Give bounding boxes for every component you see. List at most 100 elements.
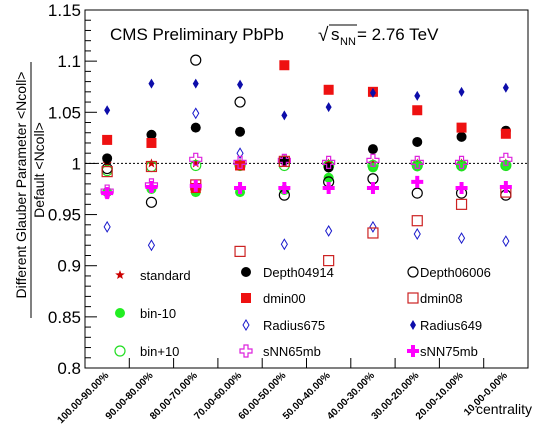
point-snn75mb (455, 181, 468, 194)
chart-title: CMS Preliminary PbPb (110, 25, 284, 44)
y-tick-label: 0.95 (48, 206, 81, 225)
point-bin-10 (367, 159, 379, 172)
legend-marker-bin-10 (115, 308, 125, 318)
point-radius675 (457, 232, 466, 245)
legend-marker-dmin08 (407, 292, 419, 304)
point-radius675 (369, 220, 377, 233)
y-tick-label: 1.1 (57, 52, 81, 71)
point-radius675 (413, 228, 421, 240)
legend-label-dmin00: dmin00 (263, 291, 306, 306)
legend-label-snn75mb: sNN75mb (420, 344, 478, 359)
point-radius675 (236, 147, 244, 160)
point-depth04914 (235, 126, 246, 137)
y-tick-label: 1.15 (48, 1, 81, 20)
point-depth04914 (367, 144, 378, 155)
legend-marker-standard (115, 270, 125, 279)
point-radius649 (148, 78, 155, 89)
x-axis-label: centrality (476, 401, 532, 417)
point-snn65mb (322, 155, 336, 170)
legend-label-bin-10: bin+10 (140, 344, 179, 359)
y-tick-label: 0.85 (48, 308, 81, 327)
point-snn75mb (278, 181, 291, 194)
point-radius649 (369, 87, 376, 98)
point-snn75mb (189, 179, 202, 192)
point-radius675 (103, 220, 111, 233)
point-depth06006 (234, 96, 246, 108)
legend-marker-radius649 (410, 320, 416, 330)
point-snn65mb (233, 155, 247, 170)
point-radius649 (104, 105, 111, 116)
point-dmin00 (323, 84, 334, 95)
point-dmin00 (500, 128, 511, 139)
point-dmin08 (411, 215, 423, 227)
point-dmin08 (323, 255, 335, 267)
point-radius675 (502, 235, 510, 248)
point-depth04914 (412, 136, 423, 147)
y-tick-label: 1.05 (48, 103, 81, 122)
point-snn75mb (101, 187, 114, 200)
point-dmin08 (101, 166, 113, 178)
legend-marker-radius675 (242, 319, 250, 331)
y-tick-label: 0.8 (57, 359, 81, 378)
point-snn65mb (189, 152, 203, 166)
legend-label-snn65mb: sNN65mb (263, 344, 321, 359)
data-points (100, 54, 513, 267)
point-dmin00 (235, 160, 246, 171)
point-depth04914 (456, 131, 467, 142)
energy-label-sqrt: √ (318, 25, 329, 46)
point-depth04914 (102, 153, 113, 164)
point-radius675 (147, 239, 156, 252)
point-standard (146, 158, 157, 168)
point-radius649 (458, 86, 465, 97)
point-radius675 (325, 224, 333, 237)
point-dmin00 (279, 60, 290, 71)
energy-label-value: = 2.76 TeV (357, 25, 439, 44)
point-bin-10 (500, 159, 512, 172)
point-depth06006 (145, 196, 158, 208)
y-axis-label-bottom: Default <Ncoll> (31, 122, 47, 218)
legend-label-standard: standard (140, 268, 191, 283)
point-dmin08 (234, 245, 246, 257)
point-bin-10 (455, 159, 468, 172)
point-bin-10 (190, 159, 202, 172)
point-snn75mb (322, 181, 335, 194)
legend-label-depth04914: Depth04914 (263, 265, 334, 280)
point-snn75mb (234, 181, 247, 194)
legend-label-radius675: Radius675 (263, 318, 325, 333)
point-snn65mb (454, 155, 469, 170)
point-snn75mb (411, 175, 424, 188)
energy-label-sub: NN (340, 36, 356, 48)
point-standard (191, 158, 201, 168)
point-bin-10 (411, 159, 423, 172)
point-depth06006 (190, 54, 202, 66)
legend-marker-depth04914 (241, 267, 251, 277)
legend-label-depth06006: Depth06006 (420, 265, 491, 280)
legend-label-dmin08: dmin08 (420, 291, 463, 306)
point-snn75mb (366, 181, 379, 194)
point-radius649 (237, 79, 244, 90)
point-depth04914 (190, 122, 201, 133)
point-depth04914 (146, 129, 157, 140)
legend-marker-dmin00 (241, 293, 251, 303)
point-radius675 (280, 238, 288, 251)
legend: standard bin-10 bin+10 Depth04914 dmin00 Radi… (114, 265, 491, 359)
point-snn75mb (499, 180, 512, 193)
point-radius675 (192, 107, 200, 120)
y-axis: 0.8 0.85 0.9 0.95 1 1.05 1.1 1.15 (48, 1, 97, 378)
point-dmin08 (145, 160, 158, 173)
legend-label-radius649: Radius649 (420, 318, 482, 333)
legend-marker-depth06006 (407, 266, 419, 278)
point-snn65mb (410, 155, 424, 170)
point-radius649 (414, 90, 421, 101)
y-tick-label: 0.9 (57, 257, 81, 276)
point-snn65mb (499, 152, 513, 166)
point-radius649 (502, 82, 509, 93)
legend-marker-snn65mb (239, 344, 253, 358)
point-snn65mb (366, 153, 380, 167)
legend-marker-bin-10 (114, 345, 126, 357)
point-radius649 (281, 110, 288, 121)
point-dmin08 (278, 155, 290, 167)
y-tick-label: 1 (72, 154, 81, 173)
legend-label-bin-10: bin-10 (140, 306, 176, 321)
